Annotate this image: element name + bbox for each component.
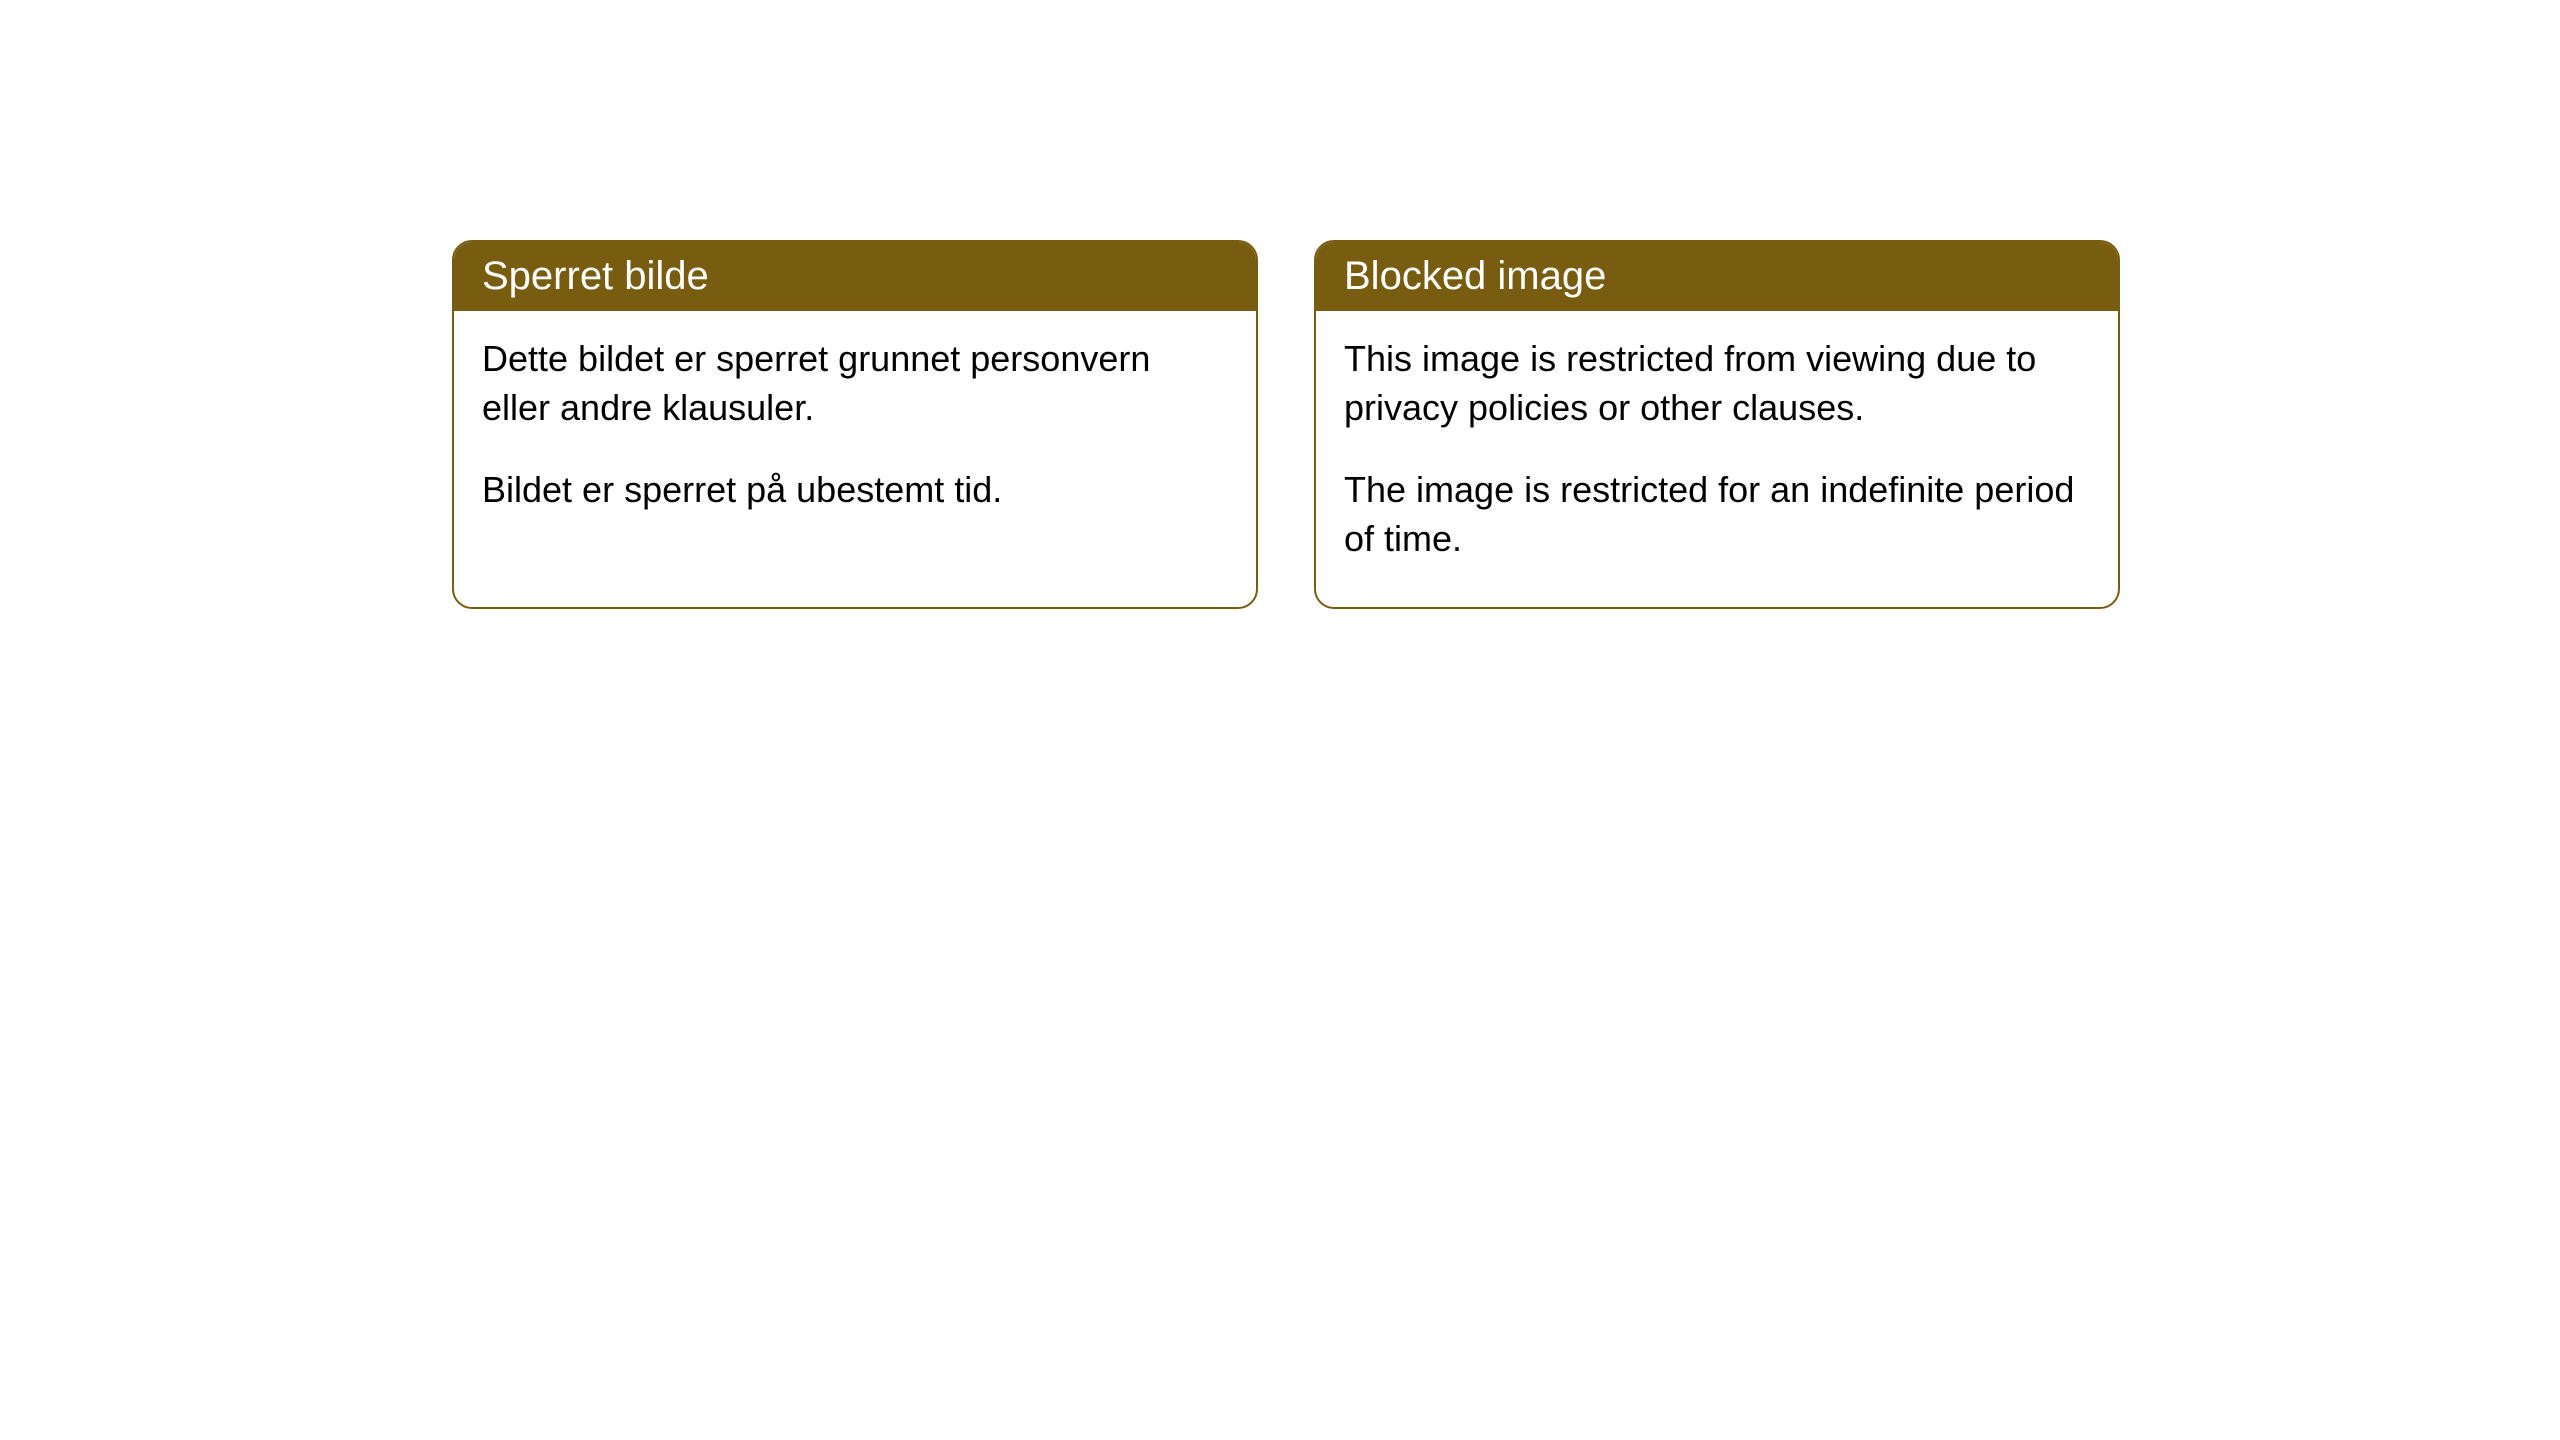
card-paragraph: This image is restricted from viewing du…	[1344, 335, 2090, 432]
card-paragraph: The image is restricted for an indefinit…	[1344, 466, 2090, 563]
card-body: This image is restricted from viewing du…	[1316, 311, 2118, 607]
card-paragraph: Dette bildet er sperret grunnet personve…	[482, 335, 1228, 432]
card-paragraph: Bildet er sperret på ubestemt tid.	[482, 466, 1228, 515]
card-title: Blocked image	[1316, 242, 2118, 311]
card-title: Sperret bilde	[454, 242, 1256, 311]
blocked-image-card-english: Blocked image This image is restricted f…	[1314, 240, 2120, 609]
notice-container: Sperret bilde Dette bildet er sperret gr…	[0, 0, 2560, 609]
blocked-image-card-norwegian: Sperret bilde Dette bildet er sperret gr…	[452, 240, 1258, 609]
card-body: Dette bildet er sperret grunnet personve…	[454, 311, 1256, 559]
